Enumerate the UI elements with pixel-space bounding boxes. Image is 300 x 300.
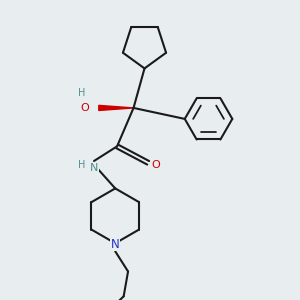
Text: O: O	[152, 160, 161, 170]
Text: N: N	[90, 163, 99, 172]
Text: H: H	[77, 160, 85, 170]
Text: N: N	[111, 238, 120, 250]
Polygon shape	[99, 105, 134, 110]
Text: O: O	[80, 103, 89, 113]
Text: H: H	[77, 88, 85, 98]
